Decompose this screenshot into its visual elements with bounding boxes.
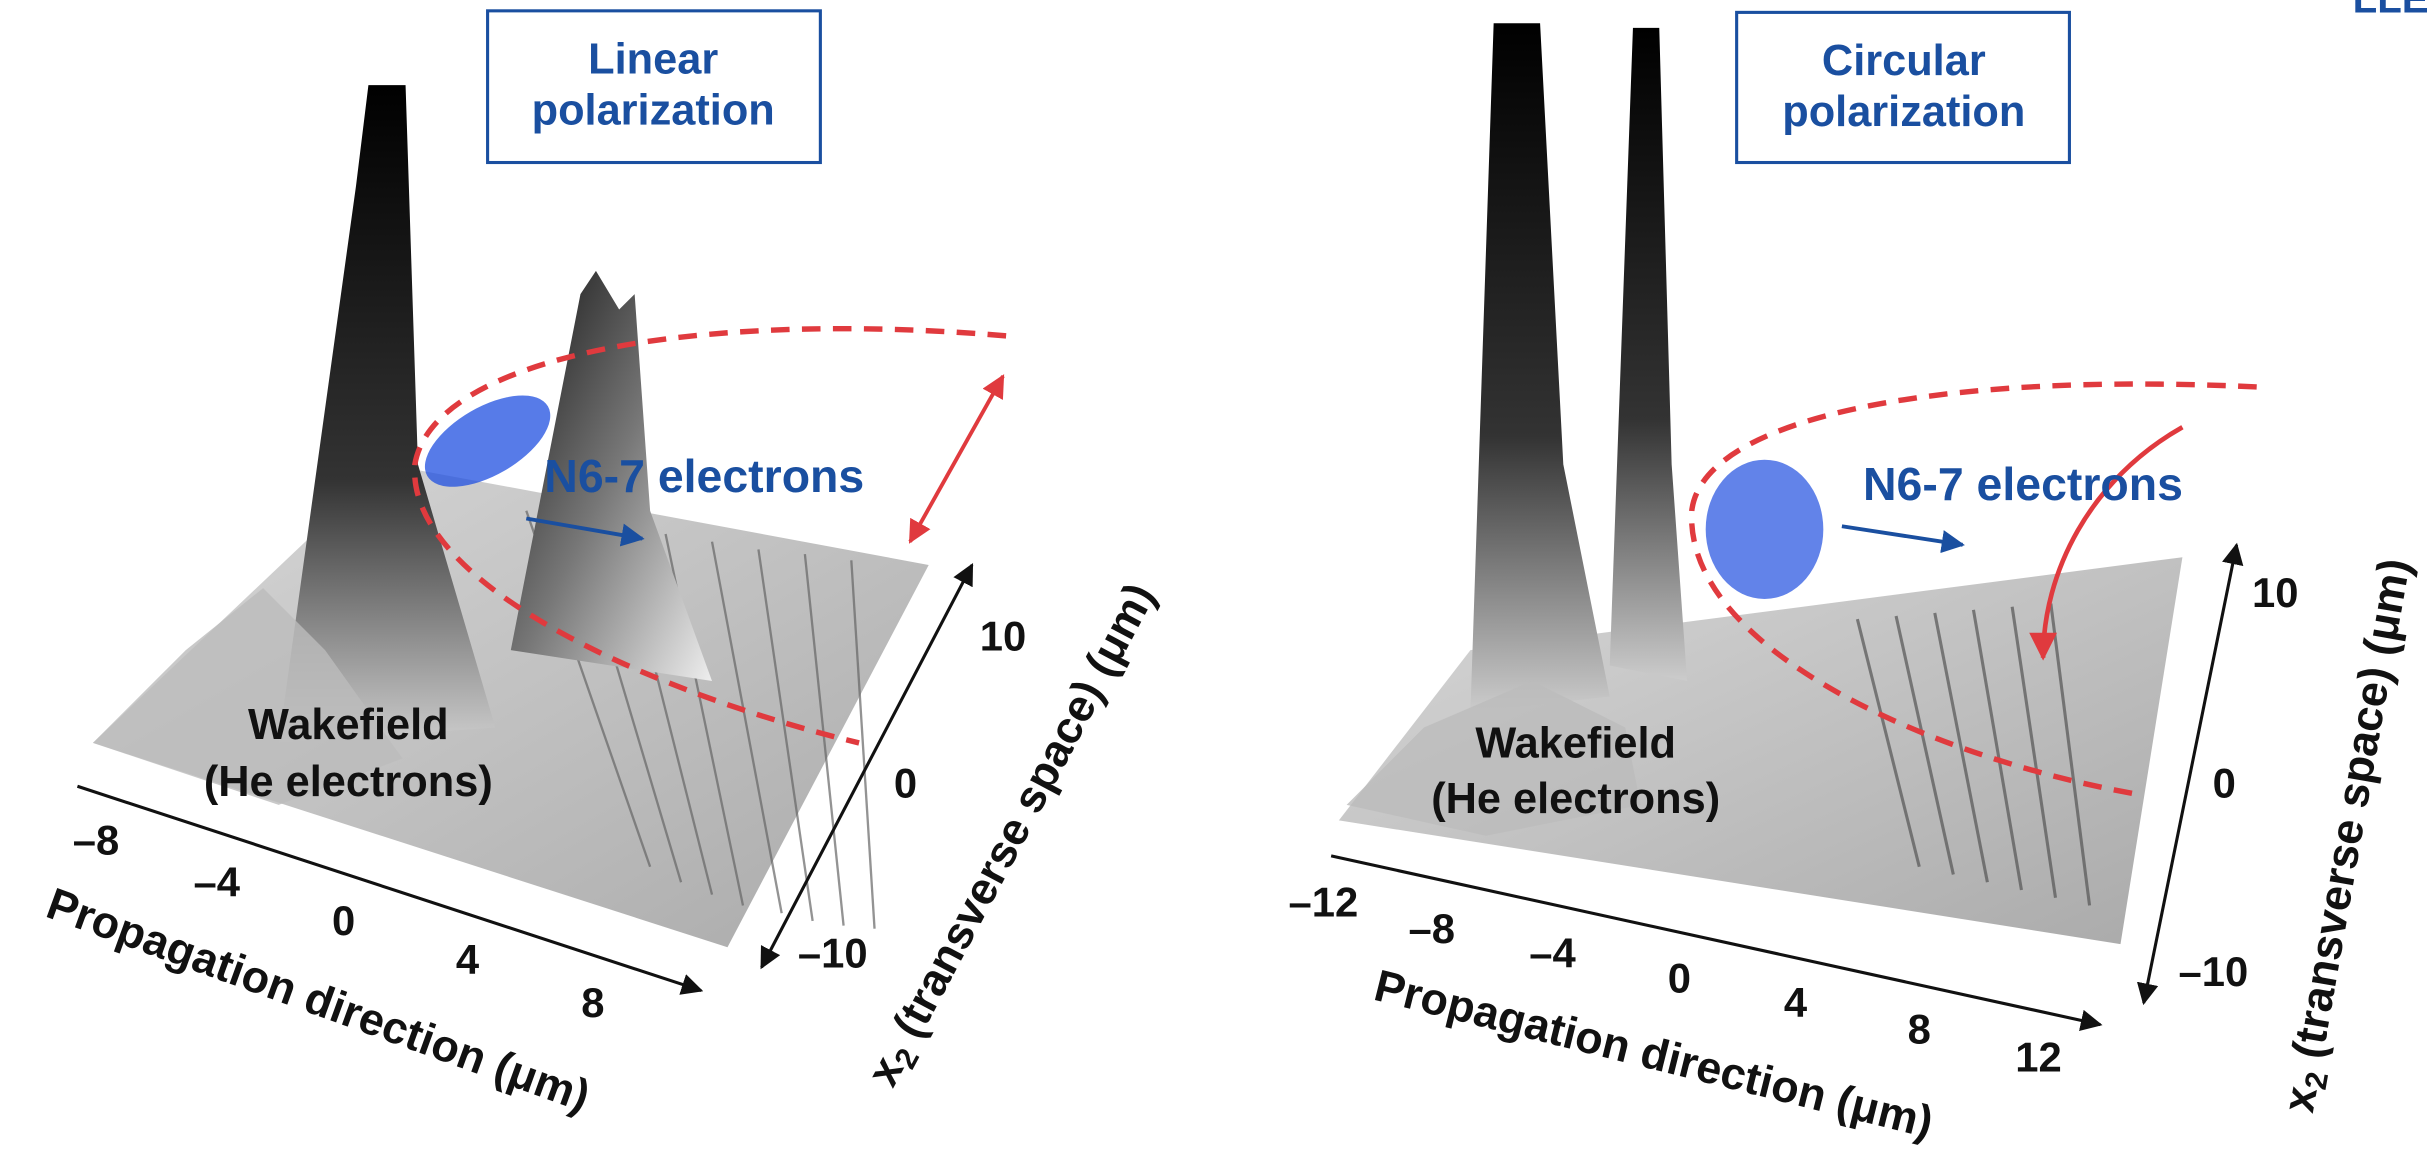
y-tick-label: 0 [894,759,917,806]
y-tick-label: 0 [2213,759,2236,806]
panel-title: Circular [1822,37,1986,85]
wake-label: Wakefield [1475,719,1676,767]
panel-title: polarization [1782,88,2025,136]
page: {"brand": "LLE", "panels": [ {"title": [… [0,0,2427,1150]
x-tick-label: 0 [332,897,355,944]
wake-peak [1610,28,1687,681]
beam-label: N6-7 electrons [544,450,864,502]
x-axis-label: Propagation direction (μm) [1370,959,1939,1147]
x-tick-label: –8 [73,817,119,864]
figure: LLE Linear polarization N6-7 electrons W… [0,0,2427,1150]
y-tick-label: 10 [980,612,1026,659]
y-label-text: (transverse space) (μm) [2279,555,2419,1075]
x-tick-label: 12 [2015,1033,2061,1080]
x-tick-label: 0 [1668,954,1691,1001]
panel-linear: Linear polarization N6-7 electrons Wakef… [40,11,1169,1122]
x-tick-label: –12 [1289,878,1359,925]
electron-bunch [1706,460,1824,599]
y-axis-label: x2 (transverse space) (μm) [2272,555,2425,1117]
x-tick-label: 8 [581,979,604,1026]
x-tick-label: 4 [456,936,480,983]
wake-label: Wakefield [248,701,449,749]
panel-title: polarization [532,86,775,134]
beam-label: N6-7 electrons [1863,458,2183,510]
wake-label: (He electrons) [204,758,493,806]
wake-label: (He electrons) [1431,775,1720,823]
wake-peak [1470,23,1609,712]
y-tick-label: –10 [798,930,868,977]
panel-title: Linear [588,35,718,83]
brand: LLE [2353,0,2427,21]
x-tick-label: –4 [1529,930,1576,977]
y-tick-label: –10 [2179,948,2249,995]
x-tick-label: 4 [1784,979,1808,1026]
x-tick-label: –8 [1408,905,1454,952]
y-tick-label: 10 [2252,569,2298,616]
x-axis-label: Propagation direction (μm) [40,878,596,1122]
beam-arrow [1842,526,1963,545]
x-tick-label: –4 [193,858,240,905]
x-tick-label: 8 [1908,1005,1931,1052]
oscillation-arrow [910,376,1003,542]
